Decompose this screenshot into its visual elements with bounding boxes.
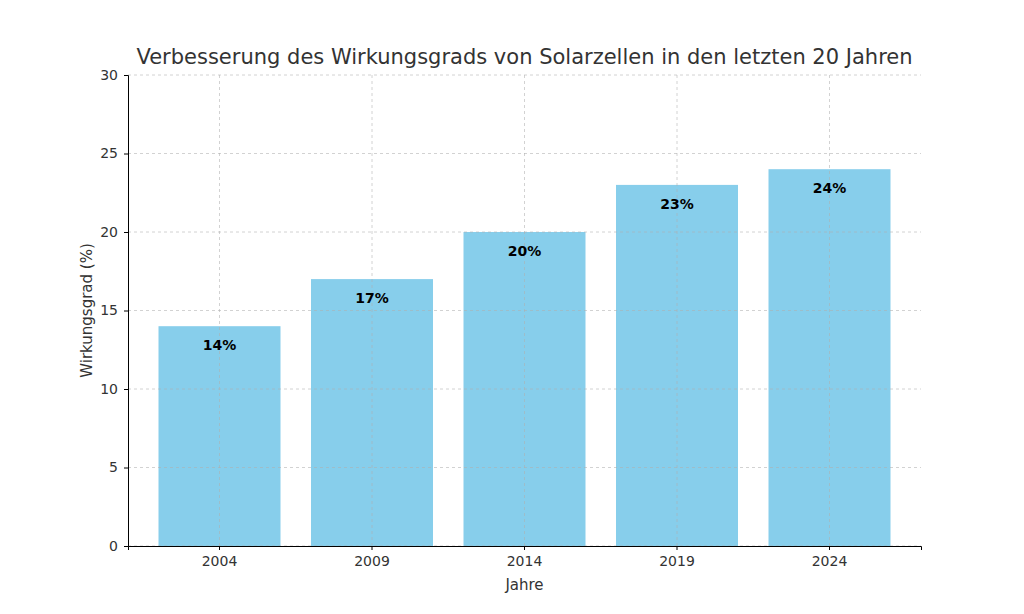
y-tick-mark: [124, 232, 128, 233]
title: Verbesserung des Wirkungsgrads von Solar…: [136, 45, 912, 69]
plot-area: 0 5 10 15 20 25 30 2004 2009 2014 2019 2024 14% 17% 20…: [100, 67, 921, 569]
grid: [128, 75, 921, 546]
x-grid-line: [219, 75, 220, 546]
x-tick: 2004: [202, 546, 238, 569]
x-tick: 2009: [354, 546, 390, 569]
data-labels: 14% 17% 20% 23% 24%: [203, 180, 847, 353]
data-label: 24%: [813, 180, 847, 196]
y-tick-label: 5: [109, 459, 118, 475]
y-tick: 5: [109, 459, 128, 475]
x-tick: 2019: [659, 546, 695, 569]
y-tick-label: 10: [100, 381, 118, 397]
x-grid-line: [524, 75, 525, 546]
x-tick-label: 2004: [202, 553, 238, 569]
x-grid-line: [829, 75, 830, 546]
y-tick: 30: [100, 67, 128, 83]
x-tick-label: 2014: [507, 553, 543, 569]
y-tick-mark: [124, 468, 128, 469]
y-tick-mark: [124, 311, 128, 312]
data-label: 20%: [508, 243, 542, 259]
y-axis-line: [124, 76, 129, 547]
y-axis-title: Wirkungsgrad (%): [78, 243, 96, 378]
y-tick: 20: [100, 224, 128, 240]
x-tick: 2024: [812, 546, 848, 569]
y-tick-label: 20: [100, 224, 118, 240]
x-grid-line: [677, 75, 678, 546]
x-tick-label: 2009: [354, 553, 390, 569]
x-tick-mark: [372, 546, 373, 550]
x-tick-mark: [829, 546, 830, 550]
y-tick: 15: [100, 302, 128, 318]
y-tick-mark: [124, 75, 128, 76]
data-label: 14%: [203, 337, 237, 353]
y-tick-mark: [124, 154, 128, 155]
y-tick: 0: [109, 538, 128, 554]
x-axis-line: [129, 547, 922, 551]
chart: 0 5 10 15 20 25 30 2004 2009 2014 2019 2024 14% 17% 20…: [0, 0, 1024, 614]
x-tick-mark: [219, 546, 220, 550]
y-tick-label: 25: [100, 145, 118, 161]
y-tick-label: 30: [100, 67, 118, 83]
x-tick-label: 2024: [812, 553, 848, 569]
x-tick-mark: [677, 546, 678, 550]
y-tick-label: 15: [100, 302, 118, 318]
x-grid-line: [372, 75, 373, 546]
y-tick-label: 0: [109, 538, 118, 554]
x-axis: 2004 2009 2014 2019 2024: [129, 546, 922, 569]
data-label: 17%: [355, 290, 389, 306]
y-tick-mark: [124, 546, 128, 547]
y-tick: 25: [100, 145, 128, 161]
y-axis: 0 5 10 15 20 25 30: [100, 67, 128, 554]
y-tick: 10: [100, 381, 128, 397]
x-tick: 2014: [507, 546, 543, 569]
x-tick-label: 2019: [659, 553, 695, 569]
y-tick-mark: [124, 389, 128, 390]
data-label: 23%: [660, 196, 694, 212]
x-axis-title: Jahre: [504, 576, 543, 594]
x-tick-mark: [524, 546, 525, 550]
